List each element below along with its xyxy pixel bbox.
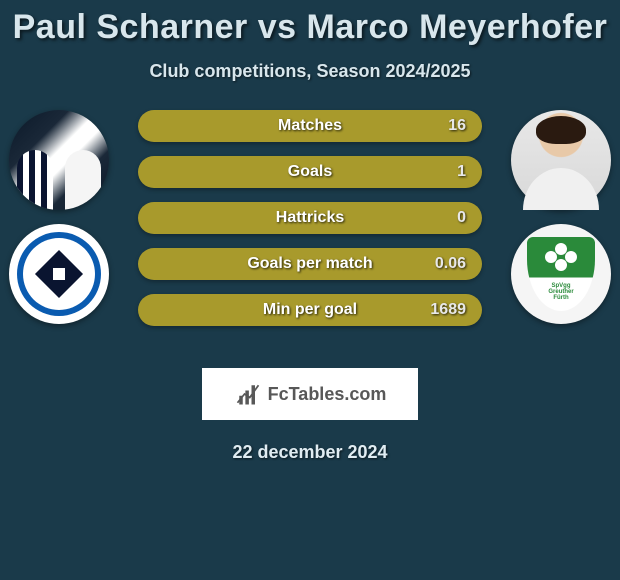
stat-label: Matches	[278, 117, 342, 135]
chart-icon	[234, 380, 262, 408]
player1-avatar	[9, 110, 109, 210]
watermark-text: FcTables.com	[268, 384, 387, 405]
stat-row: Min per goal 1689	[138, 294, 482, 326]
stat-row: Hattricks 0	[138, 202, 482, 234]
stat-value: 0.06	[435, 255, 466, 273]
player1-team-badge	[9, 224, 109, 324]
player2-team-badge: ★ ★ ★ SpVggGreutherFürth	[511, 224, 611, 324]
stat-label: Min per goal	[263, 301, 357, 319]
stat-row: Goals 1	[138, 156, 482, 188]
stat-row: Goals per match 0.06	[138, 248, 482, 280]
page-title: Paul Scharner vs Marco Meyerhofer	[0, 8, 620, 47]
stat-label: Hattricks	[276, 209, 344, 227]
comparison-panel: Matches 16 Goals 1 Hattricks 0 Goals per…	[0, 110, 620, 350]
subtitle: Club competitions, Season 2024/2025	[0, 61, 620, 82]
stat-value: 16	[448, 117, 466, 135]
generated-date: 22 december 2024	[0, 442, 620, 463]
stat-row: Matches 16	[138, 110, 482, 142]
stat-value: 1689	[430, 301, 466, 319]
right-column: ★ ★ ★ SpVggGreutherFürth	[506, 110, 616, 324]
stat-label: Goals	[288, 163, 332, 181]
clover-icon	[555, 243, 567, 255]
player2-avatar	[511, 110, 611, 210]
stat-value: 1	[457, 163, 466, 181]
stats-bars: Matches 16 Goals 1 Hattricks 0 Goals per…	[138, 110, 482, 326]
stat-label: Goals per match	[247, 255, 372, 273]
left-column	[4, 110, 114, 324]
watermark: FcTables.com	[202, 368, 418, 420]
stat-value: 0	[457, 209, 466, 227]
